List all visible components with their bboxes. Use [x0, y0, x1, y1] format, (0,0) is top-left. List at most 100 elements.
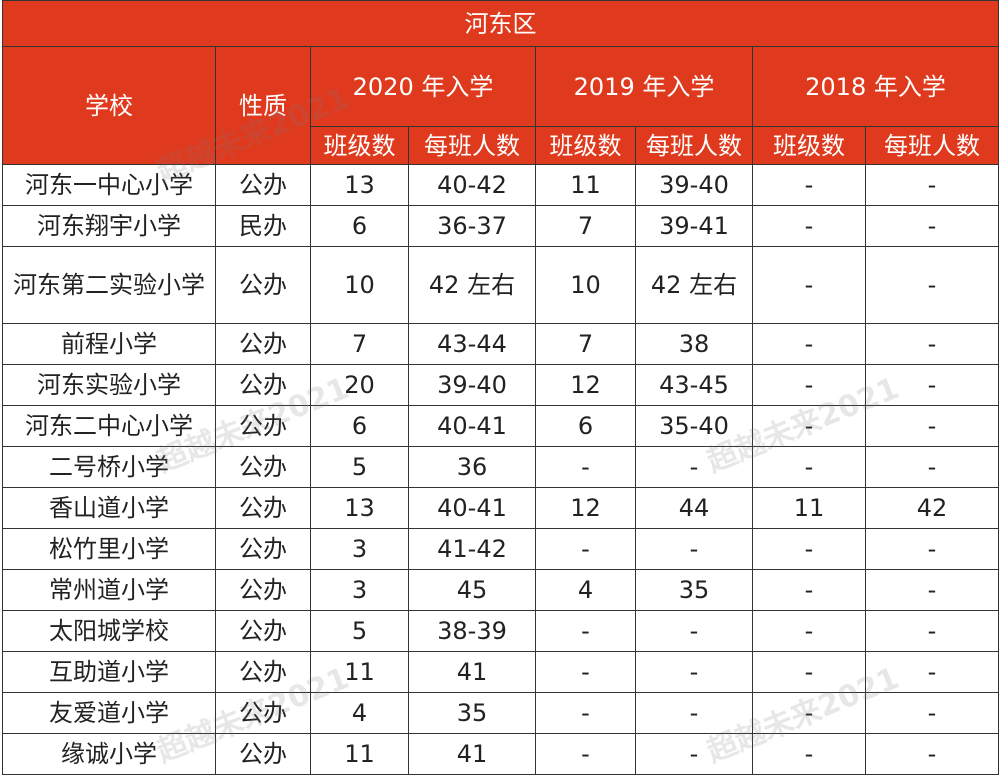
cell: 20	[310, 364, 409, 406]
cell: 41	[408, 651, 536, 693]
cell: 公办	[215, 487, 311, 529]
cell: 河东实验小学	[2, 364, 216, 406]
cell: 11	[310, 733, 409, 775]
header-cell: 2019 年入学	[535, 46, 753, 127]
cell: 民办	[215, 205, 311, 247]
cell: -	[865, 569, 999, 611]
cell: -	[635, 528, 753, 570]
cell: -	[865, 364, 999, 406]
cell: -	[635, 733, 753, 775]
cell: -	[865, 733, 999, 775]
cell: 41	[408, 733, 536, 775]
cell: -	[752, 323, 866, 365]
cell: -	[752, 610, 866, 652]
data-row: 河东二中心小学 公办 6 40-41 6 35-40- -	[2, 405, 999, 447]
cell: 39-41	[635, 205, 753, 247]
cell: 40-41	[408, 405, 536, 447]
cell: 38-39	[408, 610, 536, 652]
cell: 39-40	[408, 364, 536, 406]
cell: 太阳城学校	[2, 610, 216, 652]
cell: 6	[310, 205, 409, 247]
cell: -	[535, 692, 636, 734]
cell: 4	[535, 569, 636, 611]
cell: 7	[310, 323, 409, 365]
cell: 公办	[215, 323, 311, 365]
cell: -	[752, 446, 866, 488]
data-row: 河东翔宇小学 民办 6 36-37 7 39-41- -	[2, 205, 999, 247]
cell: -	[752, 651, 866, 693]
cell: 友爱道小学	[2, 692, 216, 734]
header-cell: 2018 年入学	[752, 46, 999, 127]
cell: 10	[535, 246, 636, 324]
cell: -	[865, 323, 999, 365]
cell: -	[635, 610, 753, 652]
cell: 40-42	[408, 164, 536, 206]
cell: 公办	[215, 446, 311, 488]
cell: 13	[310, 164, 409, 206]
cell: -	[752, 405, 866, 447]
cell: -	[752, 569, 866, 611]
cell: 河东翔宇小学	[2, 205, 216, 247]
cell: 二号桥小学	[2, 446, 216, 488]
header-row: 学校 性质 2020 年入学 2019 年入学 2018 年入学	[2, 46, 999, 165]
cell: -	[865, 692, 999, 734]
cell: 公办	[215, 364, 311, 406]
cell: 10	[310, 246, 409, 324]
cell: 7	[535, 323, 636, 365]
cell: 12	[535, 364, 636, 406]
cell: -	[752, 692, 866, 734]
cell: 公办	[215, 692, 311, 734]
cell: 河东一中心小学	[2, 164, 216, 206]
cell: 公办	[215, 246, 311, 324]
header-cell: 学校	[2, 46, 216, 165]
cell: -	[535, 528, 636, 570]
cell: 35	[408, 692, 536, 734]
cell: 公办	[215, 651, 311, 693]
cell: 38	[635, 323, 753, 365]
cell: 42 左右	[635, 246, 753, 324]
cell: 公办	[215, 164, 311, 206]
cell: 11	[752, 487, 866, 529]
data-row: 缘诚小学 公办 11 41- - - -	[2, 733, 999, 775]
cell: -	[752, 528, 866, 570]
data-row: 二号桥小学 公办 5 36- - - -	[2, 446, 999, 488]
cell: 6	[310, 405, 409, 447]
cell: -	[752, 364, 866, 406]
cell: -	[865, 528, 999, 570]
subheader-cell: 班级数	[310, 126, 409, 165]
data-row: 河东实验小学 公办 20 39-40 12 43-45- -	[2, 364, 999, 406]
cell: -	[752, 164, 866, 206]
data-row: 河东第二实验小学 公办 10 42 左右 10 42 左右 - -	[2, 246, 999, 324]
cell: 香山道小学	[2, 487, 216, 529]
cell: 松竹里小学	[2, 528, 216, 570]
cell: 公办	[215, 405, 311, 447]
cell: 13	[310, 487, 409, 529]
cell: 36	[408, 446, 536, 488]
subheader-cell: 班级数	[752, 126, 866, 165]
cell: 公办	[215, 733, 311, 775]
cell: 7	[535, 205, 636, 247]
cell: 常州道小学	[2, 569, 216, 611]
cell: -	[865, 651, 999, 693]
cell: -	[535, 733, 636, 775]
cell: 11	[310, 651, 409, 693]
data-row: 河东一中心小学 公办 13 40-42 11 39-40- -	[2, 164, 999, 206]
cell: 41-42	[408, 528, 536, 570]
cell: -	[752, 246, 866, 324]
cell: 5	[310, 446, 409, 488]
cell: 42	[865, 487, 999, 529]
cell: -	[752, 205, 866, 247]
title: 河东区	[2, 0, 999, 47]
cell: 前程小学	[2, 323, 216, 365]
cell: 11	[535, 164, 636, 206]
cell: -	[865, 164, 999, 206]
cell: 43-45	[635, 364, 753, 406]
data-row: 松竹里小学 公办 3 41-42- - - -	[2, 528, 999, 570]
cell: 4	[310, 692, 409, 734]
cell: -	[865, 205, 999, 247]
cell: 35	[635, 569, 753, 611]
cell: -	[635, 651, 753, 693]
cell: 河东二中心小学	[2, 405, 216, 447]
